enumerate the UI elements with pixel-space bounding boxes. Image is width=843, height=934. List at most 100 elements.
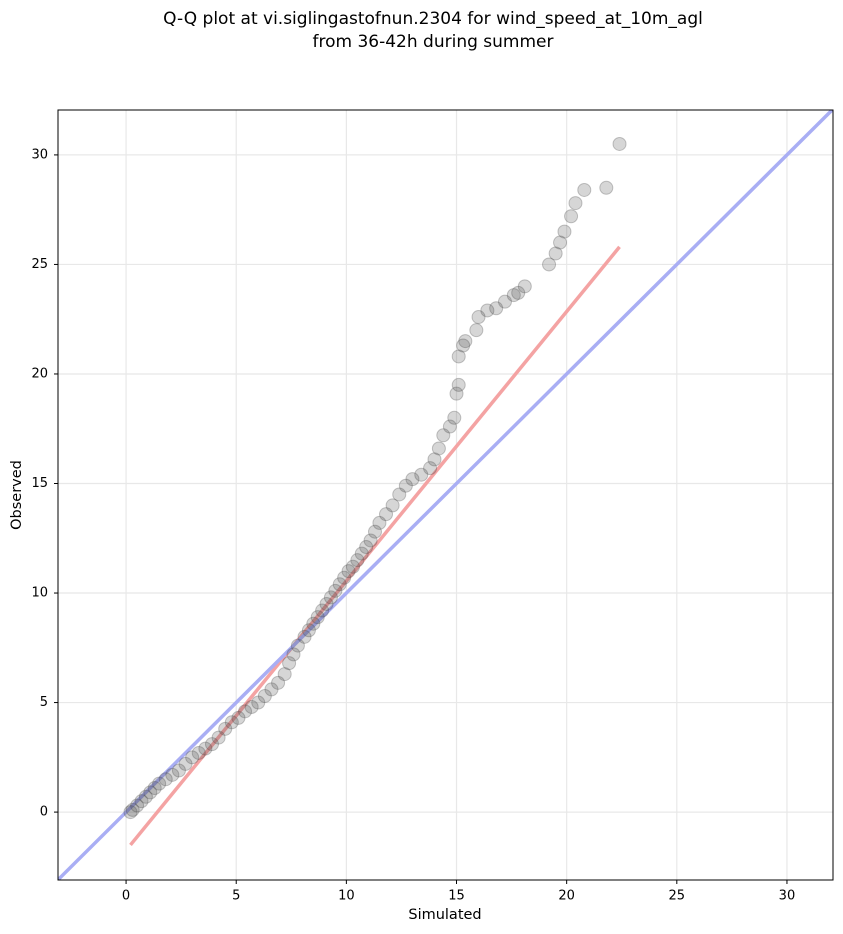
scatter-point — [469, 323, 484, 338]
scatter-point — [447, 410, 462, 425]
scatter-point — [553, 235, 568, 250]
reference-line — [129, 245, 621, 847]
scatter-point — [442, 419, 457, 434]
scatter-point — [405, 472, 420, 487]
scatter-point — [286, 647, 301, 662]
y-tick-label: 15 — [31, 476, 48, 491]
scatter-point — [238, 704, 253, 719]
x-tick-label: 25 — [669, 889, 686, 904]
x-tick-label: 30 — [779, 889, 796, 904]
y-tick-label: 25 — [31, 257, 48, 272]
scatter-point — [143, 785, 158, 800]
scatter-point — [451, 349, 466, 364]
scatter-point — [398, 478, 413, 493]
reference-line — [58, 110, 833, 880]
scatter-point — [198, 741, 213, 756]
scatter-point — [449, 386, 464, 401]
scatter-point — [125, 802, 140, 817]
scatter-point — [231, 710, 246, 725]
chart-subtitle: from 36-42h during summer — [313, 32, 554, 52]
scatter-point — [372, 515, 387, 530]
scatter-point — [511, 285, 526, 300]
x-tick-label: 10 — [338, 889, 355, 904]
scatter-point — [315, 603, 330, 618]
y-tick-label: 30 — [31, 147, 48, 162]
scatter-point — [244, 699, 259, 714]
scatter-point — [264, 682, 279, 697]
scatter-point — [211, 730, 226, 745]
scatter-point — [557, 224, 572, 239]
scatter-point — [185, 750, 200, 765]
scatter-point — [337, 570, 352, 585]
scatter-point — [392, 487, 407, 502]
scatter-point — [599, 180, 614, 195]
scatter-point — [224, 715, 239, 730]
scatter-point — [354, 546, 369, 561]
grid — [58, 110, 833, 880]
scatter-point — [471, 310, 486, 325]
scatter-point — [332, 577, 347, 592]
y-tick-label: 10 — [31, 586, 48, 601]
scatter-point — [191, 745, 206, 760]
scatter-point — [251, 695, 266, 710]
scatter-point — [134, 794, 149, 809]
scatter-point — [138, 789, 153, 804]
scatter-point — [301, 623, 316, 638]
x-tick-label: 15 — [448, 889, 465, 904]
x-tick-label: 5 — [232, 889, 240, 904]
chart-title: Q-Q plot at vi.siglingastofnun.2304 for … — [163, 9, 703, 29]
scatter-point — [542, 257, 557, 272]
scatter-point — [218, 721, 233, 736]
scatter-point — [178, 756, 193, 771]
scatter-point — [548, 246, 563, 261]
y-tick-label: 0 — [40, 805, 48, 820]
scatter-point — [130, 798, 145, 813]
y-axis-label: Observed — [9, 460, 25, 530]
scatter-point — [341, 564, 356, 579]
scatter-point — [423, 461, 438, 476]
scatter-point — [297, 629, 312, 644]
scatter-point — [123, 805, 138, 820]
scatter-point — [271, 675, 286, 690]
scatter-point — [306, 616, 321, 631]
scatter-point — [152, 776, 167, 791]
scatter-point — [359, 540, 374, 555]
scatter-point — [506, 288, 521, 303]
y-tick-label: 20 — [31, 366, 48, 381]
scatter-point — [368, 524, 383, 539]
scatter-point — [290, 638, 305, 653]
scatter-point — [497, 294, 512, 309]
x-tick-label: 20 — [558, 889, 575, 904]
scatter-point — [458, 334, 473, 349]
scatter-point — [204, 737, 219, 752]
scatter-point — [319, 596, 334, 611]
scatter-point — [456, 338, 471, 353]
scatter-point — [480, 303, 495, 318]
scatter-point — [165, 767, 180, 782]
scatter-point — [489, 301, 504, 316]
scatter-point — [517, 279, 532, 294]
scatter-point — [385, 498, 400, 513]
scatter-point — [577, 182, 592, 197]
plot-area — [58, 110, 833, 880]
scatter-point — [147, 780, 162, 795]
scatter-point — [158, 772, 173, 787]
axes-frame — [57, 109, 834, 881]
scatter-point — [345, 559, 360, 574]
scatter-point — [568, 196, 583, 211]
scatter-point — [612, 136, 627, 151]
x-axis-label: Simulated — [408, 907, 481, 923]
scatter-point — [277, 667, 292, 682]
scatter-point — [310, 610, 325, 625]
scatter-point — [427, 452, 442, 467]
x-tick-label: 0 — [122, 889, 130, 904]
scatter-point — [379, 507, 394, 522]
scatter-point — [328, 583, 343, 598]
scatter-point — [431, 441, 446, 456]
scatter-point — [363, 533, 378, 548]
scatter-point — [323, 590, 338, 605]
scatter-point — [451, 377, 466, 392]
scatter-point — [436, 428, 451, 443]
scatter-point — [414, 467, 429, 482]
